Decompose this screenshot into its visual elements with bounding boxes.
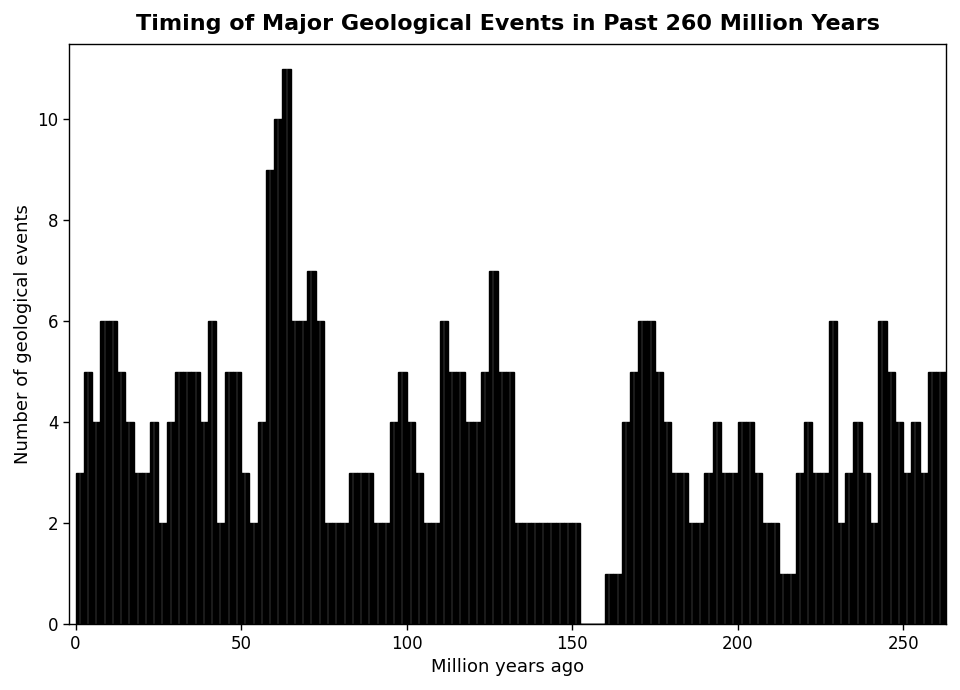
Polygon shape	[76, 69, 960, 624]
X-axis label: Million years ago: Million years ago	[431, 658, 584, 676]
Title: Timing of Major Geological Events in Past 260 Million Years: Timing of Major Geological Events in Pas…	[135, 14, 879, 34]
Y-axis label: Number of geological events: Number of geological events	[13, 204, 32, 464]
